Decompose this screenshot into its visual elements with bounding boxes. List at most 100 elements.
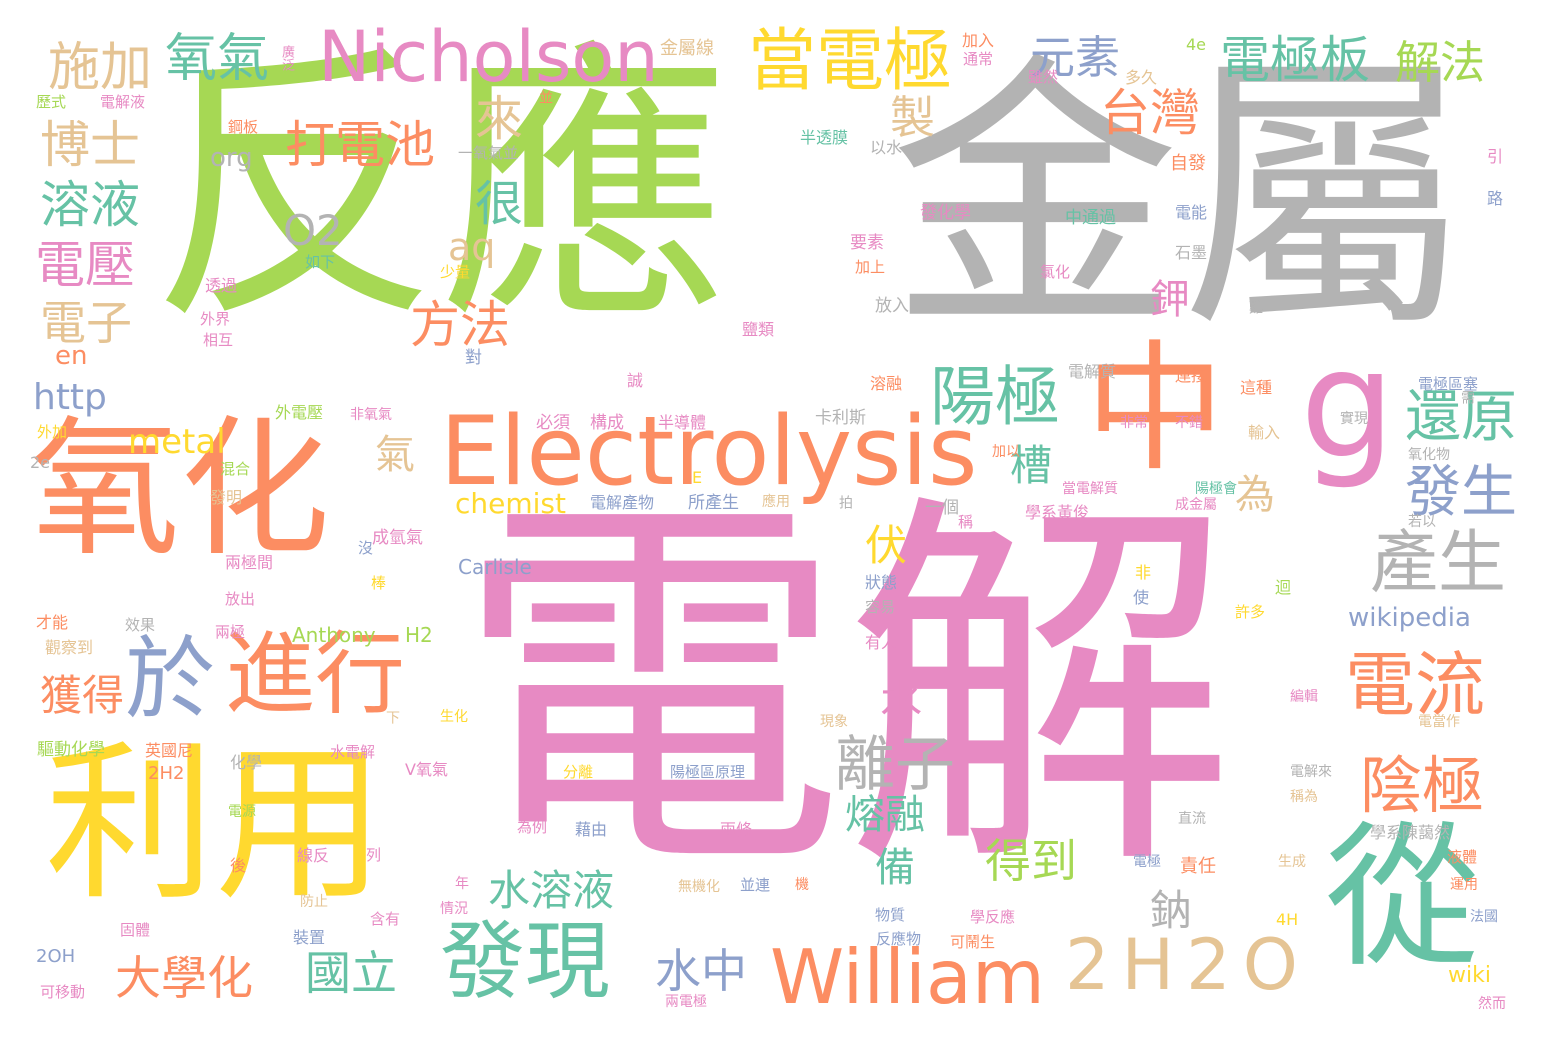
word-117: 不錯 [1175, 415, 1203, 431]
word-95: 少量 [440, 263, 471, 281]
word-137: 稱 [958, 513, 974, 531]
word-156: 現象 [820, 714, 848, 730]
word-105: 電解質 [1068, 362, 1117, 381]
word-139: 沒 [356, 540, 374, 555]
word-107: 這種 [1240, 378, 1273, 397]
word-97: 透過 [205, 276, 238, 295]
word-155: 編輯 [1290, 689, 1318, 705]
word-12: 2H2O [1065, 924, 1310, 1006]
word-28: 施加 [48, 38, 153, 98]
word-73: 加入 [962, 31, 995, 50]
word-65: wiki [1448, 963, 1491, 988]
word-90: 電能 [1175, 203, 1208, 222]
word-115: 半導體 [658, 413, 707, 432]
word-60: chemist [455, 487, 566, 520]
word-92: 如下 [305, 253, 336, 271]
word-39: 很 [475, 176, 524, 232]
word-30: 博士 [40, 116, 140, 174]
word-79: 電解液 [100, 93, 146, 111]
word-81: 鋼板 [228, 118, 259, 136]
word-11: William [770, 933, 1045, 1021]
word-154: 生化 [440, 709, 468, 725]
word-40: 製 [890, 91, 936, 144]
word-96: 氯化 [1040, 263, 1071, 281]
word-54: 鉀 [1150, 277, 1190, 323]
word-70: 4H [1276, 910, 1299, 929]
word-41: 水溶液 [488, 866, 615, 915]
word-72: 金屬線 [660, 38, 714, 59]
word-10: Nicholson [318, 16, 659, 98]
word-142: 棒 [369, 575, 387, 590]
word-126: 陽極會 [1195, 481, 1237, 497]
word-185: 防止 [300, 894, 328, 910]
word-173: 線反 [297, 846, 330, 865]
word-112: 必須 [536, 413, 570, 433]
word-130: 所產生 [688, 493, 739, 513]
word-166: 稱為 [1290, 789, 1318, 805]
word-189: 法國 [1470, 909, 1498, 925]
word-164: 陽極區原理 [670, 763, 746, 781]
word-50: 伏 [865, 521, 908, 570]
word-196: 兩電極 [665, 994, 707, 1010]
word-80: 並 [537, 90, 553, 104]
word-35: 方法 [410, 296, 510, 354]
word-129: 電解產物 [590, 493, 655, 512]
word-87: 路 [1484, 190, 1503, 206]
word-19: 陰極 [1360, 749, 1485, 822]
word-15: 發現 [440, 913, 611, 1012]
word-147: 才能 [36, 613, 69, 632]
word-20: 陽極 [930, 360, 1061, 435]
word-171: 兩條 [720, 820, 753, 839]
word-17: 電流 [1345, 644, 1485, 726]
word-172: 學系陳藹然 [1370, 823, 1451, 842]
word-13: 進行 [225, 622, 405, 727]
word-8: g [1300, 318, 1396, 492]
word-180: 年 [455, 876, 469, 892]
word-101: 鹽類 [742, 320, 775, 339]
word-178: 後 [230, 856, 247, 875]
word-69: 2e [30, 453, 51, 472]
word-103: 對 [465, 348, 482, 368]
word-21: 離子 [835, 730, 955, 800]
word-44: 水中 [655, 944, 747, 998]
word-84: 以水 [870, 138, 903, 157]
word-150: 容易 [865, 598, 896, 616]
word-22: 還原 [1405, 385, 1517, 450]
word-16: 當電極 [748, 22, 953, 101]
word-27: 解法 [1395, 36, 1486, 89]
word-190: 固體 [120, 921, 151, 939]
word-140: 非 [1135, 563, 1152, 582]
word-157: 電當作 [1418, 714, 1460, 730]
word-188: 學反應 [970, 908, 1016, 926]
word-98: 外界 [200, 310, 231, 328]
word-82: 一氧氣並 [458, 144, 519, 162]
word-153: 有人 [865, 633, 898, 652]
word-26: 電極板 [1220, 31, 1370, 89]
word-64: H2 [405, 623, 433, 647]
word-55: 鈉 [1150, 886, 1193, 935]
word-122: 需 [1459, 390, 1475, 404]
word-57: http [33, 377, 107, 418]
word-36: O2 [283, 206, 343, 255]
word-31: 打電池 [285, 116, 435, 174]
word-108: 電極區塞 [1418, 375, 1479, 393]
word-7: 從 [1325, 807, 1480, 988]
word-33: 電壓 [35, 236, 135, 294]
word-195: 可移動 [40, 983, 86, 1001]
word-59: org [210, 143, 253, 173]
word-49: 水 [880, 676, 923, 725]
word-91: 要素 [850, 233, 884, 253]
word-187: 物質 [875, 906, 906, 924]
word-114: 誠 [624, 372, 643, 388]
word-182: 並連 [740, 876, 771, 894]
word-94: 石墨 [1175, 243, 1208, 262]
word-123: 加以 [992, 444, 1020, 460]
word-169: 為例 [517, 818, 548, 836]
word-34: 電子 [40, 296, 132, 350]
word-186: 情況 [440, 901, 468, 917]
word-168: 直流 [1178, 811, 1206, 827]
word-18: 產生 [1370, 524, 1507, 603]
word-2: 金屬 [890, 31, 1470, 368]
word-138: 成氫氣 [372, 528, 423, 548]
word-146: 放出 [225, 590, 256, 608]
